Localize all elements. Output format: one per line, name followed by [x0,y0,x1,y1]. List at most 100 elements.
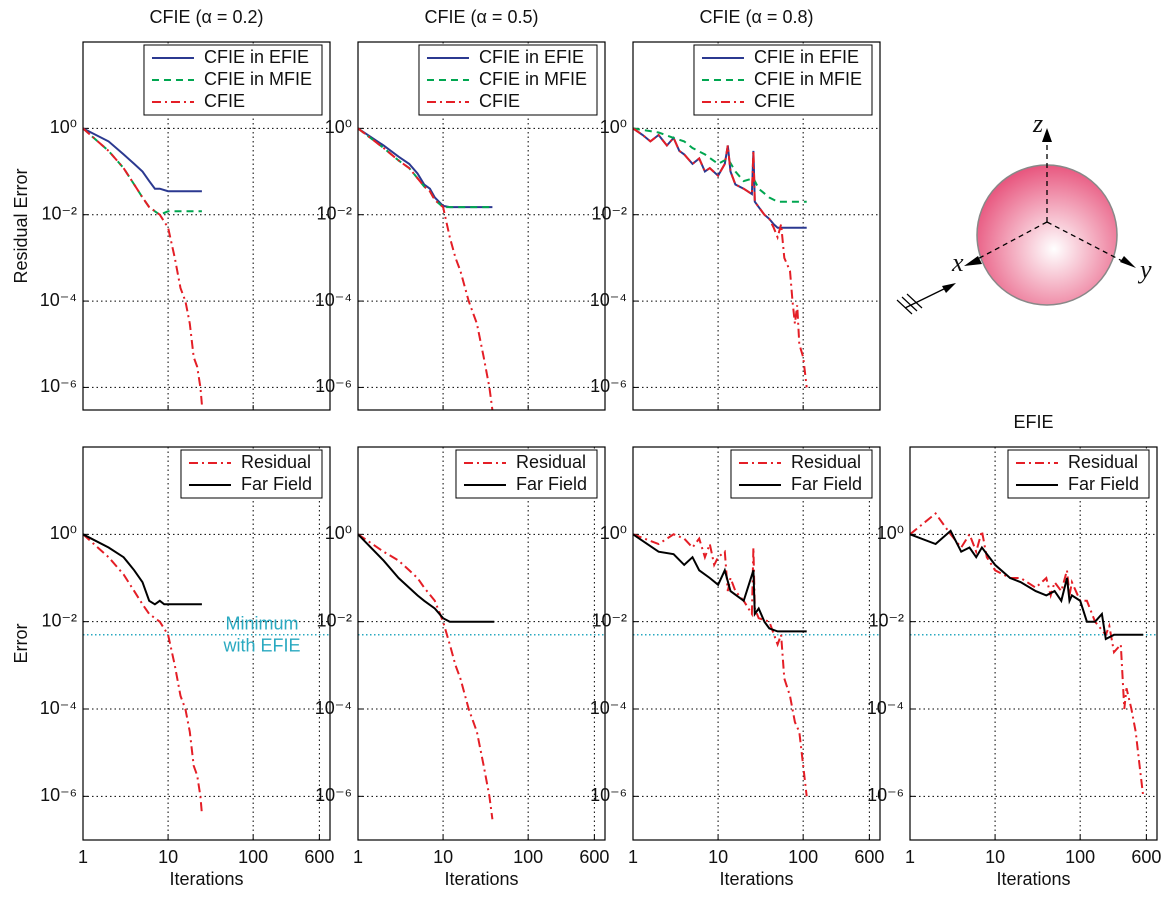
legend-label: CFIE in EFIE [204,47,309,67]
plot-area [633,447,880,840]
x-tick-label: 1 [353,847,363,867]
legend-label: Far Field [516,474,587,494]
x-axis-label: Iterations [996,869,1070,889]
y-tick-label: 10⁻⁶ [315,785,352,805]
x-tick-label: 10 [708,847,728,867]
x-tick-label: 600 [854,847,884,867]
legend-label: Residual [516,452,586,472]
plot-area [83,447,330,840]
legend-box [180,449,323,499]
x-tick-label: 1 [78,847,88,867]
plot-frame [909,446,1158,841]
series-line [909,512,1145,797]
y-tick-label: 10⁰ [325,117,352,137]
y-tick-label: 10⁻⁶ [590,376,627,396]
legend-label: Far Field [791,474,862,494]
x-axis-label: Iterations [444,869,518,889]
axis-letter: z [1032,109,1043,138]
legend-box [730,449,873,499]
legend-box [455,449,598,499]
arrow [1042,128,1052,142]
sphere-diagram: z x y [896,109,1152,315]
plot-frame [82,41,331,411]
panel-title: EFIE [1013,412,1053,432]
x-axis-label: Iterations [719,869,793,889]
y-tick-label: 10⁰ [325,523,352,543]
legend-label: Far Field [241,474,312,494]
x-tick-label: 10 [985,847,1005,867]
y-tick-label: 10⁻² [41,610,77,630]
series-line [632,127,807,203]
legend-label: CFIE [204,91,245,111]
legend-label: CFIE in EFIE [754,47,859,67]
x-tick-label: 1 [628,847,638,867]
panel-title: CFIE (α = 0.8) [700,7,814,27]
plot-frame [82,446,331,841]
plot-area [358,447,605,840]
series-line [632,127,807,229]
legend-label: CFIE in MFIE [754,69,862,89]
y-tick-label: 10⁻² [591,203,627,223]
plot-frame [357,41,606,411]
legend-label: Far Field [1068,474,1139,494]
plot-frame [357,446,606,841]
y-tick-label: 10⁻⁶ [40,785,77,805]
y-tick-label: 10⁻⁴ [40,698,77,718]
y-tick-label: 10⁻⁴ [867,698,904,718]
plot-frame [632,446,881,841]
series-line [357,533,494,820]
series-line [82,127,202,193]
x-tick-label: 100 [238,847,268,867]
legend-label: CFIE [754,91,795,111]
series-line [632,127,808,388]
y-tick-label: 10⁻² [316,610,352,630]
series-line [909,529,1144,641]
y-tick-label: 10⁻⁴ [315,290,352,310]
arrow [1120,256,1136,268]
arrow [964,256,982,266]
legend-box [693,44,873,116]
panel-title: CFIE (α = 0.2) [150,7,264,27]
y-tick-label: 10⁻² [591,610,627,630]
x-tick-label: 600 [304,847,334,867]
panel-title: CFIE (α = 0.5) [425,7,539,27]
series-line [82,127,203,405]
series-line [82,533,202,606]
legend-box [143,44,323,116]
series-line [357,533,495,623]
y-tick-label: 10⁻⁴ [315,698,352,718]
series-line [357,127,494,411]
x-tick-label: 100 [513,847,543,867]
legend-label: Residual [241,452,311,472]
x-tick-label: 1 [905,847,915,867]
y-tick-label: 10⁰ [877,523,904,543]
x-axis-label: Iterations [169,869,243,889]
legend-label: CFIE in EFIE [479,47,584,67]
wavefront [896,299,913,315]
legend-box [1007,449,1150,499]
legend-label: CFIE in MFIE [479,69,587,89]
wavefront [906,293,923,309]
x-tick-label: 100 [788,847,818,867]
plot-frame [632,41,881,411]
y-tick-label: 10⁻⁶ [590,785,627,805]
y-tick-label: 10⁻² [316,203,352,223]
axis-letter: y [1137,255,1152,284]
series-line [357,127,493,209]
y-tick-label: 10⁻⁶ [315,376,352,396]
y-tick-label: 10⁻⁶ [867,785,904,805]
y-tick-label: 10⁻² [868,610,904,630]
y-tick-label: 10⁰ [600,117,627,137]
wavefront [901,296,918,312]
y-axis-label: Error [11,623,31,663]
y-axis-label: Residual Error [11,168,31,283]
